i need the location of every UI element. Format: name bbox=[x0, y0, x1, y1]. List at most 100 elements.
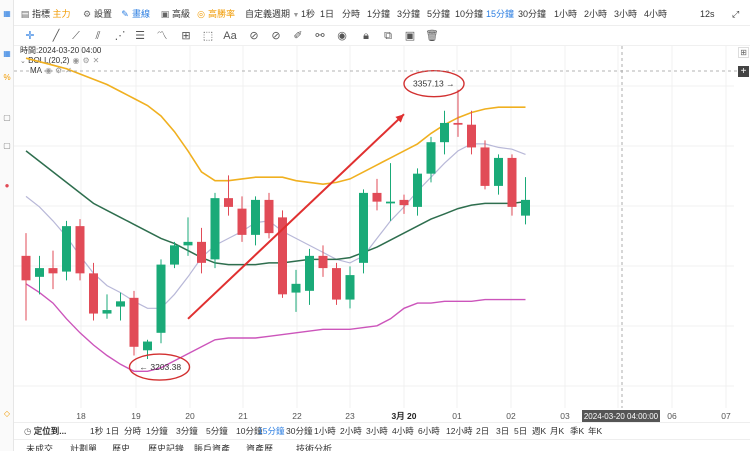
period-9[interactable]: 1小時 bbox=[554, 9, 578, 19]
bottom-period-2[interactable]: 分時 bbox=[124, 426, 142, 436]
period-12[interactable]: 4小時 bbox=[644, 9, 668, 19]
custom-period-dropdown[interactable]: 自定義週期 ▼ bbox=[245, 9, 300, 19]
eye-icon[interactable]: ◉ bbox=[72, 56, 80, 65]
settings-button[interactable]: ⚙ 設置 bbox=[82, 9, 113, 19]
ray-tool-icon[interactable]: ⟋ bbox=[72, 30, 80, 42]
close-icon[interactable]: ✕ bbox=[92, 56, 100, 65]
candle-body bbox=[129, 297, 139, 347]
period-6[interactable]: 10分鐘 bbox=[455, 9, 484, 19]
text-tool-icon[interactable]: Aa bbox=[223, 30, 237, 42]
bottom-period-4[interactable]: 3分鐘 bbox=[176, 426, 198, 436]
countdown-label: 12s bbox=[700, 9, 715, 19]
indicator-button[interactable]: ▤ 指標 主力 bbox=[20, 9, 71, 19]
trash-icon[interactable]: 🗑︎ bbox=[425, 30, 439, 42]
bottom-period-10[interactable]: 2小時 bbox=[340, 426, 362, 436]
bottom-period-3[interactable]: 1分鐘 bbox=[146, 426, 168, 436]
period-5[interactable]: 5分鐘 bbox=[427, 9, 451, 19]
bottom-period-18[interactable]: 週K bbox=[532, 426, 547, 436]
add-alert-icon[interactable]: + bbox=[738, 66, 749, 77]
panel-grid-icon-2[interactable]: ▦ bbox=[3, 49, 11, 58]
panel-grid-icon[interactable]: ▦ bbox=[3, 9, 11, 18]
draw-button[interactable]: ✎ 畫線 bbox=[121, 9, 151, 19]
bottom-period-1[interactable]: 1日 bbox=[106, 426, 120, 436]
candle-body bbox=[507, 157, 517, 207]
lines-tool-icon[interactable]: ☰ bbox=[135, 30, 145, 42]
bottom-tab-3[interactable]: 歷史記錄 bbox=[148, 444, 185, 451]
bottom-tab-5[interactable]: 資產歷 bbox=[246, 444, 274, 451]
advanced-button[interactable]: ▣ 高級 bbox=[160, 9, 191, 19]
wave-tool-icon[interactable]: 〽 bbox=[156, 30, 168, 42]
eye-icon[interactable]: ◉ bbox=[45, 66, 52, 75]
bottom-period-12[interactable]: 4小時 bbox=[392, 426, 414, 436]
copy-icon[interactable]: ⧉ bbox=[384, 30, 392, 42]
bottom-tab-6[interactable]: 技術分析 bbox=[296, 444, 333, 451]
candle-body bbox=[251, 199, 260, 235]
candle-body bbox=[102, 310, 112, 314]
boll-indicator-row[interactable]: ⌄ BOLL(20,2) ◉ ⚙ ✕ bbox=[20, 56, 101, 66]
brush-icon[interactable]: ✐ bbox=[293, 30, 303, 42]
bottom-period-16[interactable]: 3日 bbox=[496, 426, 510, 436]
bottom-period-7[interactable]: 15分鐘 bbox=[258, 426, 285, 436]
indicator-icon: ▤ bbox=[20, 9, 30, 19]
period-11[interactable]: 3小時 bbox=[614, 9, 638, 19]
period-8[interactable]: 30分鐘 bbox=[518, 9, 547, 19]
bottom-tab-0[interactable]: 未成交 bbox=[26, 444, 54, 451]
panel-warning-icon[interactable]: ◇ bbox=[3, 409, 11, 418]
bottom-period-9[interactable]: 1小時 bbox=[314, 426, 336, 436]
shape-tool-icon[interactable]: ⬚ bbox=[202, 30, 214, 42]
candle-body bbox=[345, 275, 355, 300]
panel-doc-icon[interactable]: ▢ bbox=[3, 113, 11, 122]
chevron-down-icon[interactable]: ⌄ bbox=[20, 58, 26, 65]
bottom-period-17[interactable]: 5日 bbox=[514, 426, 528, 436]
candle-body bbox=[156, 264, 166, 333]
lock-draw-icon[interactable]: ⊘ bbox=[271, 30, 281, 42]
period-0[interactable]: 1秒 bbox=[301, 9, 316, 19]
bottom-period-15[interactable]: 2日 bbox=[476, 426, 490, 436]
candle-body bbox=[21, 255, 31, 281]
bottom-tab-2[interactable]: 歷史 bbox=[112, 444, 131, 451]
bottom-period-5[interactable]: 5分鐘 bbox=[206, 426, 228, 436]
ma-indicator-row[interactable]: MA ◉ ⚙ ✕ bbox=[20, 66, 101, 76]
period-7[interactable]: 15分鐘 bbox=[486, 9, 515, 19]
gear-icon[interactable]: ⚙ bbox=[54, 66, 63, 75]
link-icon[interactable]: ⚯ bbox=[315, 30, 325, 42]
period-4[interactable]: 3分鐘 bbox=[397, 9, 421, 19]
bottom-period-19[interactable]: 月K bbox=[550, 426, 565, 436]
magnet-icon[interactable]: ⊘ bbox=[249, 30, 259, 42]
chart-info-legend: 時間:2024-03-20 04:00 ⌄ BOLL(20,2) ◉ ⚙ ✕ MA ◉ ⚙… bbox=[20, 46, 101, 76]
bottom-period-6[interactable]: 10分鐘 bbox=[236, 426, 263, 436]
chart-settings-icon[interactable]: ⊞ bbox=[738, 47, 749, 58]
candle-body bbox=[116, 301, 125, 307]
bottom-period-11[interactable]: 3小時 bbox=[366, 426, 388, 436]
gear-icon[interactable]: ⚙ bbox=[82, 56, 90, 65]
period-2[interactable]: 分時 bbox=[342, 9, 361, 19]
win-rate-button[interactable]: ◎ 高勝率 bbox=[197, 9, 236, 19]
candle-body bbox=[318, 255, 328, 269]
fib-tool-icon[interactable]: ⋰ bbox=[114, 30, 126, 42]
bottom-period-13[interactable]: 6小時 bbox=[418, 426, 440, 436]
drawing-toolbar: ✛ ╱ ⟋ ⫽ ⋰ ☰ 〽 ⊞ ⬚ Aa ⊘ ⊘ ✐ ⚯ ◉ 🔒︎ ⧉ ▣ 🗑︎ bbox=[14, 26, 750, 46]
locate-button[interactable]: ◷ 定位到... bbox=[24, 426, 67, 436]
candle-body bbox=[170, 245, 179, 265]
period-3[interactable]: 1分鐘 bbox=[367, 9, 391, 19]
panel-doc-icon-2[interactable]: ▢ bbox=[3, 141, 11, 150]
measure-tool-icon[interactable]: ⊞ bbox=[181, 30, 191, 42]
close-icon[interactable]: ✕ bbox=[65, 66, 72, 75]
bottom-period-8[interactable]: 30分鐘 bbox=[286, 426, 313, 436]
channel-tool-icon[interactable]: ⫽ bbox=[95, 30, 101, 42]
save-icon[interactable]: ▣ bbox=[404, 30, 416, 42]
bottom-tab-1[interactable]: 計劃單 bbox=[70, 444, 98, 451]
candlestick-chart[interactable]: ← 3203.38 3357.13 → 18 19 20 21 22 23 3月 20 01 02 0… bbox=[14, 46, 750, 422]
lock-icon[interactable]: 🔒︎ bbox=[363, 30, 369, 42]
period-10[interactable]: 2小時 bbox=[584, 9, 608, 19]
bottom-period-21[interactable]: 年K bbox=[588, 426, 603, 436]
eye-icon[interactable]: ◉ bbox=[337, 30, 347, 42]
period-1[interactable]: 1日 bbox=[320, 9, 335, 19]
bottom-period-0[interactable]: 1秒 bbox=[90, 426, 104, 436]
bottom-tab-4[interactable]: 賬戶資產 bbox=[194, 444, 231, 451]
bottom-period-20[interactable]: 季K bbox=[570, 426, 585, 436]
line-tool-icon[interactable]: ╱ bbox=[52, 30, 60, 42]
expand-icon[interactable]: ⤢ bbox=[732, 9, 740, 19]
bottom-period-14[interactable]: 12小時 bbox=[446, 426, 473, 436]
crosshair-icon[interactable]: ✛ bbox=[25, 30, 35, 42]
